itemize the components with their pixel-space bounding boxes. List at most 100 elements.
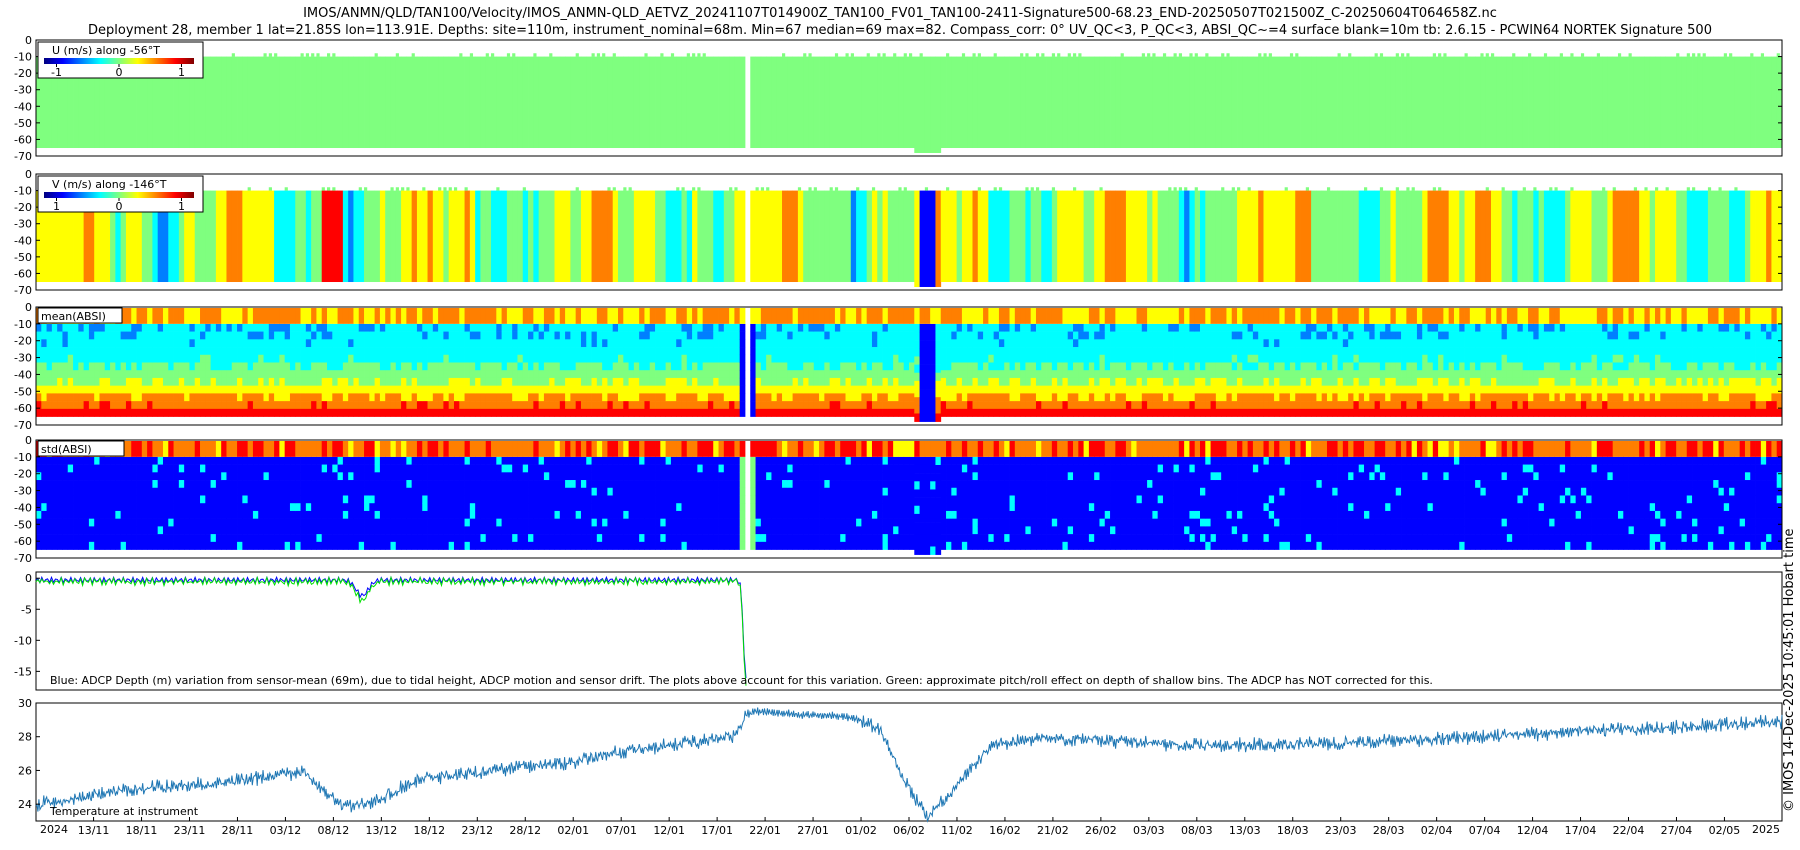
heatmap-cell [496, 393, 502, 402]
heatmap-cell [1014, 408, 1021, 417]
heatmap-cell [337, 354, 344, 363]
heatmap-cell [739, 56, 746, 149]
heatmap-cell [554, 377, 561, 386]
heatmap-cell [337, 377, 344, 386]
heatmap-cell [1591, 354, 1598, 363]
surface-band-cell [231, 308, 238, 324]
heatmap-cell [660, 370, 667, 379]
heatmap-cell [993, 339, 1000, 348]
heatmap-cell [263, 56, 270, 149]
heatmap-cell [586, 331, 592, 340]
heatmap-cell [263, 339, 270, 348]
heatmap-cell [242, 408, 249, 417]
heatmap-cell [956, 385, 963, 394]
heatmap-cell [41, 385, 47, 394]
surface-band-cell [1009, 308, 1016, 324]
heatmap-cell [67, 362, 74, 371]
heatmap-cell [813, 408, 820, 417]
heatmap-cell [1395, 56, 1402, 149]
heatmap-cell [755, 56, 762, 149]
heatmap-cell [390, 354, 397, 363]
shallow-bin-cell [946, 53, 950, 57]
heatmap-cell [850, 393, 857, 402]
heatmap-cell [723, 385, 730, 394]
heatmap-cell [676, 370, 682, 379]
heatmap-cell [538, 331, 545, 340]
heatmap-cell [1533, 393, 1540, 402]
shallow-bin-cell [438, 187, 442, 191]
heatmap-cell [734, 347, 741, 356]
heatmap-cell [496, 190, 502, 283]
heatmap-cell [729, 408, 735, 417]
heatmap-cell [1295, 323, 1301, 332]
heatmap-cell [162, 56, 169, 149]
heatmap-cell [1030, 323, 1037, 332]
heatmap-cell [1559, 370, 1566, 379]
heatmap-cell [1221, 331, 1227, 340]
heatmap-cell [877, 56, 883, 149]
heatmap-cell [543, 339, 550, 348]
heatmap-cell [681, 377, 688, 386]
heatmap-cell [401, 323, 407, 332]
heatmap-cell [369, 393, 376, 402]
heatmap-cell [88, 385, 95, 394]
heatmap-cell [1152, 339, 1159, 348]
heatmap-cell [210, 347, 217, 356]
heatmap-cell [813, 393, 820, 402]
heatmap-cell [993, 331, 1000, 340]
heatmap-cell [914, 389, 920, 398]
heatmap-cell [1342, 323, 1349, 332]
heatmap-cell [909, 385, 915, 394]
heatmap-cell [432, 347, 439, 356]
heatmap-cell [1062, 354, 1069, 363]
heatmap-cell [766, 347, 772, 356]
heatmap-cell [1300, 354, 1307, 363]
heatmap-cell [946, 331, 952, 340]
heatmap-cell [676, 401, 682, 410]
heatmap-cell [655, 347, 661, 356]
heatmap-cell [1231, 323, 1238, 332]
heatmap-cell [1358, 393, 1365, 402]
y-tick-label: -10 [14, 51, 32, 64]
heatmap-cell [422, 190, 428, 283]
heatmap-cell [1051, 331, 1058, 340]
heatmap-cell [485, 323, 492, 332]
heatmap-cell [670, 401, 677, 410]
heatmap-cell [1681, 354, 1688, 363]
shallow-bin-cell [1041, 53, 1045, 57]
heatmap-cell [1194, 339, 1201, 348]
heatmap-cell [660, 56, 667, 149]
heatmap-cell [1665, 347, 1672, 356]
heatmap-cell [295, 408, 301, 417]
heatmap-cell [702, 323, 709, 332]
heatmap-cell [623, 339, 629, 348]
heatmap-cell [1168, 401, 1174, 410]
heatmap-cell [930, 389, 936, 398]
heatmap-cell [125, 370, 132, 379]
heatmap-cell [200, 347, 206, 356]
heatmap-cell [977, 401, 984, 410]
surface-band-cell [803, 308, 809, 324]
heatmap-cell [819, 370, 825, 379]
heatmap-cell [1554, 401, 1561, 410]
heatmap-cell [1083, 370, 1090, 379]
heatmap-cell [1639, 362, 1645, 371]
heatmap-cell [1030, 339, 1037, 348]
heatmap-cell [840, 408, 846, 417]
surface-band-cell [1612, 308, 1619, 324]
heatmap-cell [1348, 401, 1354, 410]
heatmap-cell [797, 354, 804, 363]
heatmap-cell [491, 362, 497, 371]
heatmap-cell [856, 393, 862, 402]
heatmap-cell [67, 190, 74, 283]
heatmap-cell [1051, 362, 1058, 371]
surface-band-cell [162, 308, 169, 324]
heatmap-cell [104, 354, 111, 363]
heatmap-cell [438, 385, 444, 394]
heatmap-cell [1157, 339, 1164, 348]
heatmap-cell [1014, 377, 1021, 386]
heatmap-cell [1041, 370, 1047, 379]
heatmap-cell [274, 331, 280, 340]
heatmap-cell [422, 401, 428, 410]
heatmap-cell [1485, 370, 1492, 379]
